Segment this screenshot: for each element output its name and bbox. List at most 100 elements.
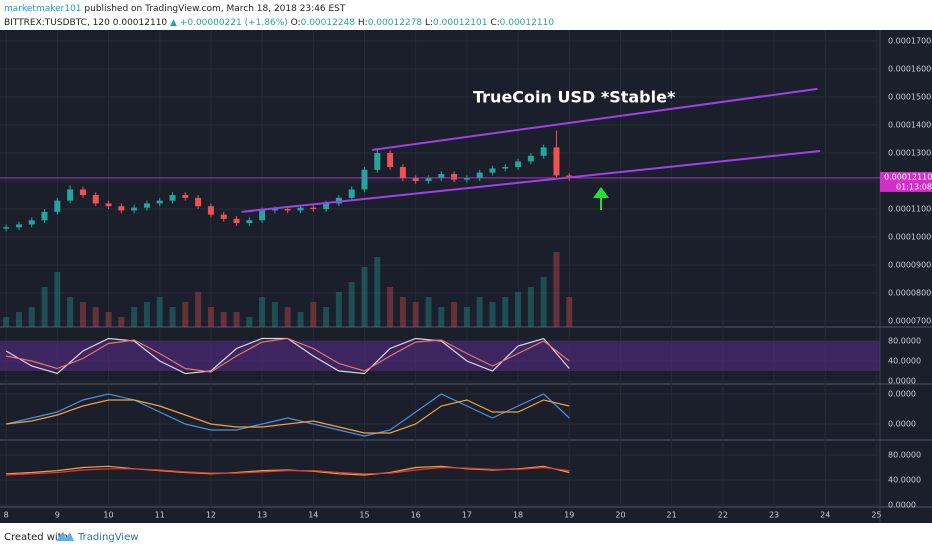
volume-bar xyxy=(54,272,61,327)
candle-body xyxy=(54,200,61,212)
candle-body xyxy=(67,189,74,201)
candle-body xyxy=(297,207,304,211)
h-label: H: xyxy=(358,18,368,28)
volume-bar xyxy=(105,312,112,327)
volume-bar xyxy=(348,282,355,327)
x-tick-label: 15 xyxy=(359,511,369,520)
candle-body xyxy=(374,153,381,170)
volume-bar xyxy=(156,297,163,327)
volume-bar xyxy=(28,307,35,327)
volume-bar xyxy=(284,307,291,327)
volume-bar xyxy=(412,302,419,327)
indicator-line xyxy=(6,466,570,476)
candle-body xyxy=(220,214,227,219)
volume-bar xyxy=(92,307,99,327)
y-tick-label: 0.00015000 xyxy=(888,92,932,101)
candle-body xyxy=(41,211,48,221)
x-tick-label: 9 xyxy=(55,511,60,520)
volume-bar xyxy=(566,297,573,327)
candle-body xyxy=(156,200,163,204)
y-tick-label: 0.0000 xyxy=(888,377,916,386)
last-price-box xyxy=(880,171,932,192)
volume-bar xyxy=(540,277,547,327)
candle-body xyxy=(425,178,432,182)
y-tick-label: 0.00008000 xyxy=(888,289,932,298)
x-tick-label: 13 xyxy=(257,511,267,520)
x-tick-label: 18 xyxy=(513,511,523,520)
candle-body xyxy=(28,220,35,225)
volume-bar xyxy=(527,287,534,327)
volume-bar xyxy=(118,317,125,327)
candle-body xyxy=(131,207,138,211)
x-tick-label: 21 xyxy=(667,511,677,520)
x-tick-label: 16 xyxy=(411,511,421,520)
x-tick-label: 22 xyxy=(718,511,728,520)
candle-body xyxy=(118,206,125,211)
channel-line xyxy=(241,150,821,213)
volume-bar xyxy=(15,312,22,327)
symbol-line: BITTREX:TUSDBTC, 120 0.00012110 ▲ +0.000… xyxy=(4,18,554,28)
candle-body xyxy=(284,209,291,211)
x-tick-label: 23 xyxy=(769,511,779,520)
change: ▲ +0.00000221 (+1.86%) xyxy=(170,18,288,28)
c-value: 0.00012110 xyxy=(500,18,555,28)
volume-bar xyxy=(79,302,86,327)
volume-bar xyxy=(67,297,74,327)
volume-bar xyxy=(399,297,406,327)
volume-bar xyxy=(182,302,189,327)
indicator-line xyxy=(5,393,570,437)
candle-body xyxy=(3,227,10,229)
up-arrow xyxy=(593,187,609,210)
volume-bar xyxy=(310,302,317,327)
candle-body xyxy=(15,224,22,228)
volume-bar xyxy=(553,252,560,327)
volume-bar xyxy=(361,267,368,327)
candle-body xyxy=(323,203,330,210)
candle-body xyxy=(399,167,406,179)
volume-bar xyxy=(131,307,138,327)
volume-bar xyxy=(425,297,432,327)
indicator-line xyxy=(5,337,570,373)
x-tick-label: 10 xyxy=(103,511,113,520)
volume-bar xyxy=(489,302,496,327)
symbol: BITTREX:TUSDBTC, 120 xyxy=(4,18,110,28)
y-tick-label: 0.00009000 xyxy=(888,261,932,270)
volume-bar xyxy=(169,307,176,327)
y-tick-label: 0.0000 xyxy=(888,501,916,510)
h-value: 0.00012278 xyxy=(368,18,423,28)
candle-body xyxy=(476,172,483,179)
volume-bar xyxy=(41,287,48,327)
volume-bar xyxy=(476,297,483,327)
header-line: marketmaker101 published on TradingView.… xyxy=(4,4,346,14)
volume-bar xyxy=(195,292,202,327)
candle-body xyxy=(195,197,202,207)
candle-body xyxy=(515,161,522,168)
x-tick-label: 20 xyxy=(615,511,625,520)
header-bg xyxy=(0,0,932,30)
volume-bar xyxy=(259,297,266,327)
y-tick-label: 0.00013000 xyxy=(888,149,932,158)
x-tick-label: 19 xyxy=(564,511,574,520)
candle-body xyxy=(259,210,266,221)
volume-bar xyxy=(374,257,381,327)
y-tick-label: 0.00011000 xyxy=(888,205,932,214)
band xyxy=(0,341,880,371)
volume-bar xyxy=(3,317,10,327)
candle-body xyxy=(143,203,150,208)
candle-body xyxy=(438,174,445,179)
candle-body xyxy=(79,189,86,196)
y-tick-label: 40.0000 xyxy=(888,476,921,485)
volume-bar xyxy=(271,302,278,327)
footer-brand[interactable]: TradingView xyxy=(77,532,138,543)
candle-body xyxy=(233,218,240,224)
volume-bar xyxy=(220,312,227,327)
y-tick-label: 0.00014000 xyxy=(888,120,932,129)
author-link[interactable]: marketmaker101 xyxy=(4,4,82,14)
candle-body xyxy=(361,169,368,190)
candle-body xyxy=(387,153,394,168)
candle-body xyxy=(540,147,547,156)
countdown: 01:13:08 xyxy=(896,182,932,191)
x-tick-label: 12 xyxy=(206,511,216,520)
candle-body xyxy=(489,168,496,173)
candle-body xyxy=(451,174,458,180)
